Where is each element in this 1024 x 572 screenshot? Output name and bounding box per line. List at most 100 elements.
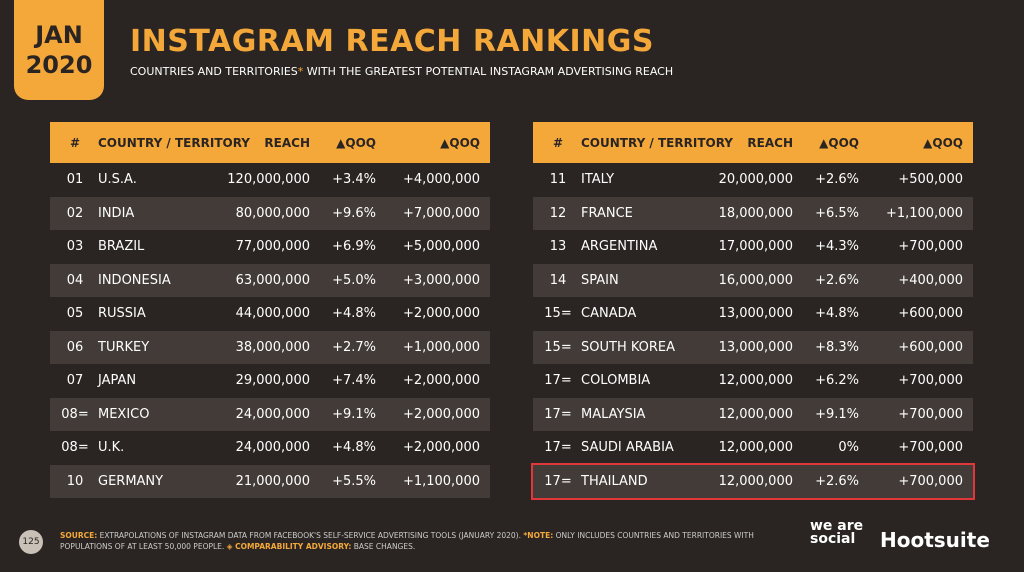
table-row: 08= U.K. 24,000,000 +4.8% +2,000,000 — [50, 431, 490, 465]
cell: 15= — [544, 306, 572, 322]
cell: +5.0% — [332, 272, 376, 288]
column-header: COUNTRY / TERRITORY — [98, 135, 250, 150]
table-row: 17= MALAYSIA 12,000,000 +9.1% +700,000 — [533, 397, 973, 431]
cell: 12,000,000 — [718, 440, 793, 456]
cell: +6.5% — [815, 205, 859, 221]
cell: +5.5% — [332, 473, 376, 489]
cell: JAPAN — [98, 373, 137, 389]
cell: SAUDI ARABIA — [581, 440, 674, 456]
cell: +2.6% — [815, 473, 859, 489]
cell: +4.8% — [815, 306, 859, 322]
cell: 29,000,000 — [235, 373, 310, 389]
cell: +600,000 — [898, 339, 963, 355]
column-header: REACH — [264, 135, 310, 150]
cell: 10 — [66, 473, 84, 489]
table-row: 01 U.S.A. 120,000,000 +3.4% +4,000,000 — [50, 163, 490, 197]
subtitle-text: WITH THE GREATEST POTENTIAL INSTAGRAM AD… — [306, 65, 674, 78]
cell: BRAZIL — [98, 239, 145, 255]
cell: +7.4% — [332, 373, 376, 389]
table-row: 15= SOUTH KOREA 13,000,000 +8.3% +600,000 — [533, 330, 973, 364]
table-row: 08= MEXICO 24,000,000 +9.1% +2,000,000 — [50, 397, 490, 431]
label: SOURCE: — [60, 531, 98, 540]
table-row: 13 ARGENTINA 17,000,000 +4.3% +700,000 — [533, 230, 973, 264]
cell: +4,000,000 — [402, 172, 480, 188]
cell: 17= — [544, 473, 572, 489]
cell: +700,000 — [898, 440, 963, 456]
cell: 17,000,000 — [718, 239, 793, 255]
cell: 08= — [61, 440, 89, 456]
cell: +5,000,000 — [402, 239, 480, 255]
cell: +2,000,000 — [402, 406, 480, 422]
footnote: SOURCE: EXTRAPOLATIONS OF INSTAGRAM DATA… — [60, 530, 780, 552]
date-tab: JAN 2020 — [14, 0, 104, 100]
cell: +2.6% — [815, 272, 859, 288]
cell: +4.8% — [332, 440, 376, 456]
column-header: # — [552, 135, 564, 150]
cell: INDONESIA — [98, 272, 171, 288]
cell: +400,000 — [898, 272, 963, 288]
table-row: 02 INDIA 80,000,000 +9.6% +7,000,000 — [50, 196, 490, 230]
cell: 17= — [544, 406, 572, 422]
cell: 04 — [66, 272, 84, 288]
table-row: 06 TURKEY 38,000,000 +2.7% +1,000,000 — [50, 330, 490, 364]
text: EXTRAPOLATIONS OF INSTAGRAM DATA FROM FA… — [97, 531, 524, 540]
cell: +700,000 — [898, 406, 963, 422]
table-row: 14 SPAIN 16,000,000 +2.6% +400,000 — [533, 263, 973, 297]
table-row: 04 INDONESIA 63,000,000 +5.0% +3,000,000 — [50, 263, 490, 297]
cell: 02 — [66, 205, 84, 221]
cell: 20,000,000 — [718, 172, 793, 188]
cell: 17= — [544, 373, 572, 389]
table: # COUNTRY / TERRITORY REACH ▲QOQ ▲QOQ 11 ITALY… — [531, 122, 975, 500]
cell: +700,000 — [898, 239, 963, 255]
cell: 12 — [549, 205, 567, 221]
cell: 13,000,000 — [718, 306, 793, 322]
cell: +700,000 — [898, 473, 963, 489]
text: ONLY INCLUDES COUNTRIES AND TERRITORIES … — [60, 531, 754, 551]
cell: 12,000,000 — [718, 373, 793, 389]
column-header: REACH — [747, 135, 793, 150]
cell: MEXICO — [98, 406, 150, 422]
cell: TURKEY — [98, 339, 150, 355]
column-header: # — [69, 135, 81, 150]
cell: +7,000,000 — [402, 205, 480, 221]
cell: FRANCE — [581, 205, 633, 221]
column-header: ▲QOQ — [440, 135, 480, 150]
cell: 24,000,000 — [235, 406, 310, 422]
table-row: 15= CANADA 13,000,000 +4.8% +600,000 — [533, 297, 973, 331]
cell: +1,100,000 — [885, 205, 963, 221]
cell: +500,000 — [898, 172, 963, 188]
table-row: 17= COLOMBIA 12,000,000 +6.2% +700,000 — [533, 364, 973, 398]
cell: +9.6% — [332, 205, 376, 221]
cell: GERMANY — [98, 473, 164, 489]
cell: 11 — [549, 172, 567, 188]
cell: +2,000,000 — [402, 440, 480, 456]
cell: 13 — [549, 239, 567, 255]
table-row: 11 ITALY 20,000,000 +2.6% +500,000 — [533, 163, 973, 197]
cell: 12,000,000 — [718, 473, 793, 489]
cell: +700,000 — [898, 373, 963, 389]
header-row: # COUNTRY / TERRITORY REACH ▲QOQ ▲QOQ — [50, 122, 490, 163]
logo: we are social — [810, 518, 864, 547]
cell: 77,000,000 — [235, 239, 310, 255]
cell: +3,000,000 — [402, 272, 480, 288]
cell: +1,000,000 — [402, 339, 480, 355]
cell: 120,000,000 — [227, 172, 310, 188]
cell: 21,000,000 — [235, 473, 310, 489]
cell: +3.4% — [332, 172, 376, 188]
cell: THAILAND — [581, 473, 648, 489]
cell: 38,000,000 — [235, 339, 310, 355]
cell: 12,000,000 — [718, 406, 793, 422]
asterisk: * — [297, 65, 304, 78]
label: *NOTE: — [523, 531, 554, 540]
subtitle: COUNTRIES AND TERRITORIES* WITH THE GREA… — [130, 65, 673, 78]
cell: 14 — [549, 272, 567, 288]
cell: CANADA — [581, 306, 637, 322]
cell: 44,000,000 — [235, 306, 310, 322]
table-row: 10 GERMANY 21,000,000 +5.5% +1,100,000 — [50, 464, 490, 498]
cell: 08= — [61, 406, 89, 422]
cell: 15= — [544, 339, 572, 355]
cell: +2,000,000 — [402, 306, 480, 322]
cell: 17= — [544, 440, 572, 456]
text: BASE CHANGES. — [351, 542, 416, 551]
cell: +1,100,000 — [402, 473, 480, 489]
